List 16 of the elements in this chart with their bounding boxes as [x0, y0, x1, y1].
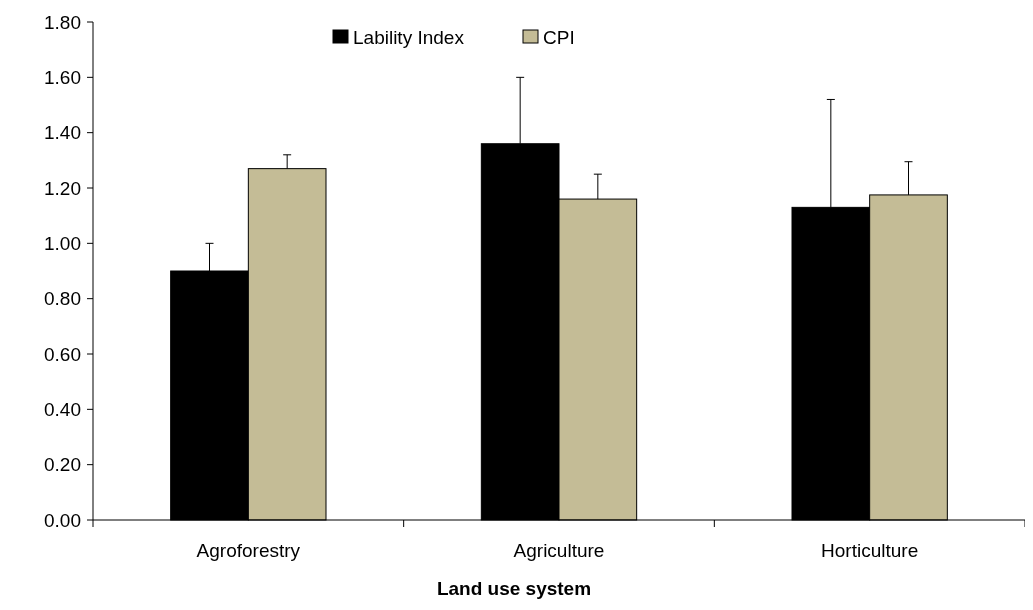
- legend-label: CPI: [543, 26, 575, 48]
- y-tick-label: 0.80: [44, 288, 81, 310]
- y-tick-label: 1.00: [44, 232, 81, 254]
- x-tick-label: Horticulture: [821, 540, 919, 561]
- y-tick-label: 0.20: [44, 454, 81, 476]
- legend-label: Lability Index: [353, 26, 465, 48]
- y-tick-label: 1.80: [44, 11, 81, 33]
- y-tick-label: 1.40: [44, 122, 81, 144]
- y-tick-label: 0.00: [44, 509, 81, 531]
- y-tick-label: 0.40: [44, 398, 81, 420]
- x-tick-label: Agriculture: [513, 540, 605, 561]
- y-tick-label: 1.60: [44, 66, 81, 88]
- y-tick-label: 0.60: [44, 343, 81, 365]
- x-axis-title: Land use system: [436, 578, 592, 599]
- x-tick-label: Agroforestry: [196, 540, 301, 561]
- y-tick-label: 1.20: [44, 177, 81, 199]
